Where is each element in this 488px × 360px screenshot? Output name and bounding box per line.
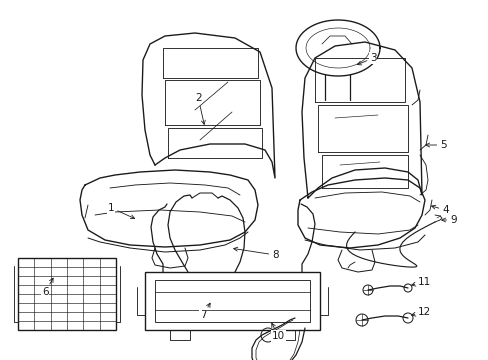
Text: 9: 9 bbox=[441, 215, 456, 225]
Text: 5: 5 bbox=[425, 140, 446, 150]
Text: 12: 12 bbox=[411, 307, 430, 317]
Text: 1: 1 bbox=[108, 203, 134, 219]
Text: 11: 11 bbox=[411, 277, 430, 287]
Text: 2: 2 bbox=[195, 93, 205, 124]
Bar bbox=[18, 258, 116, 330]
Text: 10: 10 bbox=[271, 323, 285, 341]
Text: 4: 4 bbox=[431, 205, 447, 215]
Text: 8: 8 bbox=[233, 247, 278, 260]
Text: 6: 6 bbox=[42, 278, 53, 297]
Bar bbox=[145, 272, 319, 330]
Bar bbox=[155, 280, 309, 322]
Text: 7: 7 bbox=[200, 303, 210, 320]
Text: 3: 3 bbox=[357, 53, 376, 65]
